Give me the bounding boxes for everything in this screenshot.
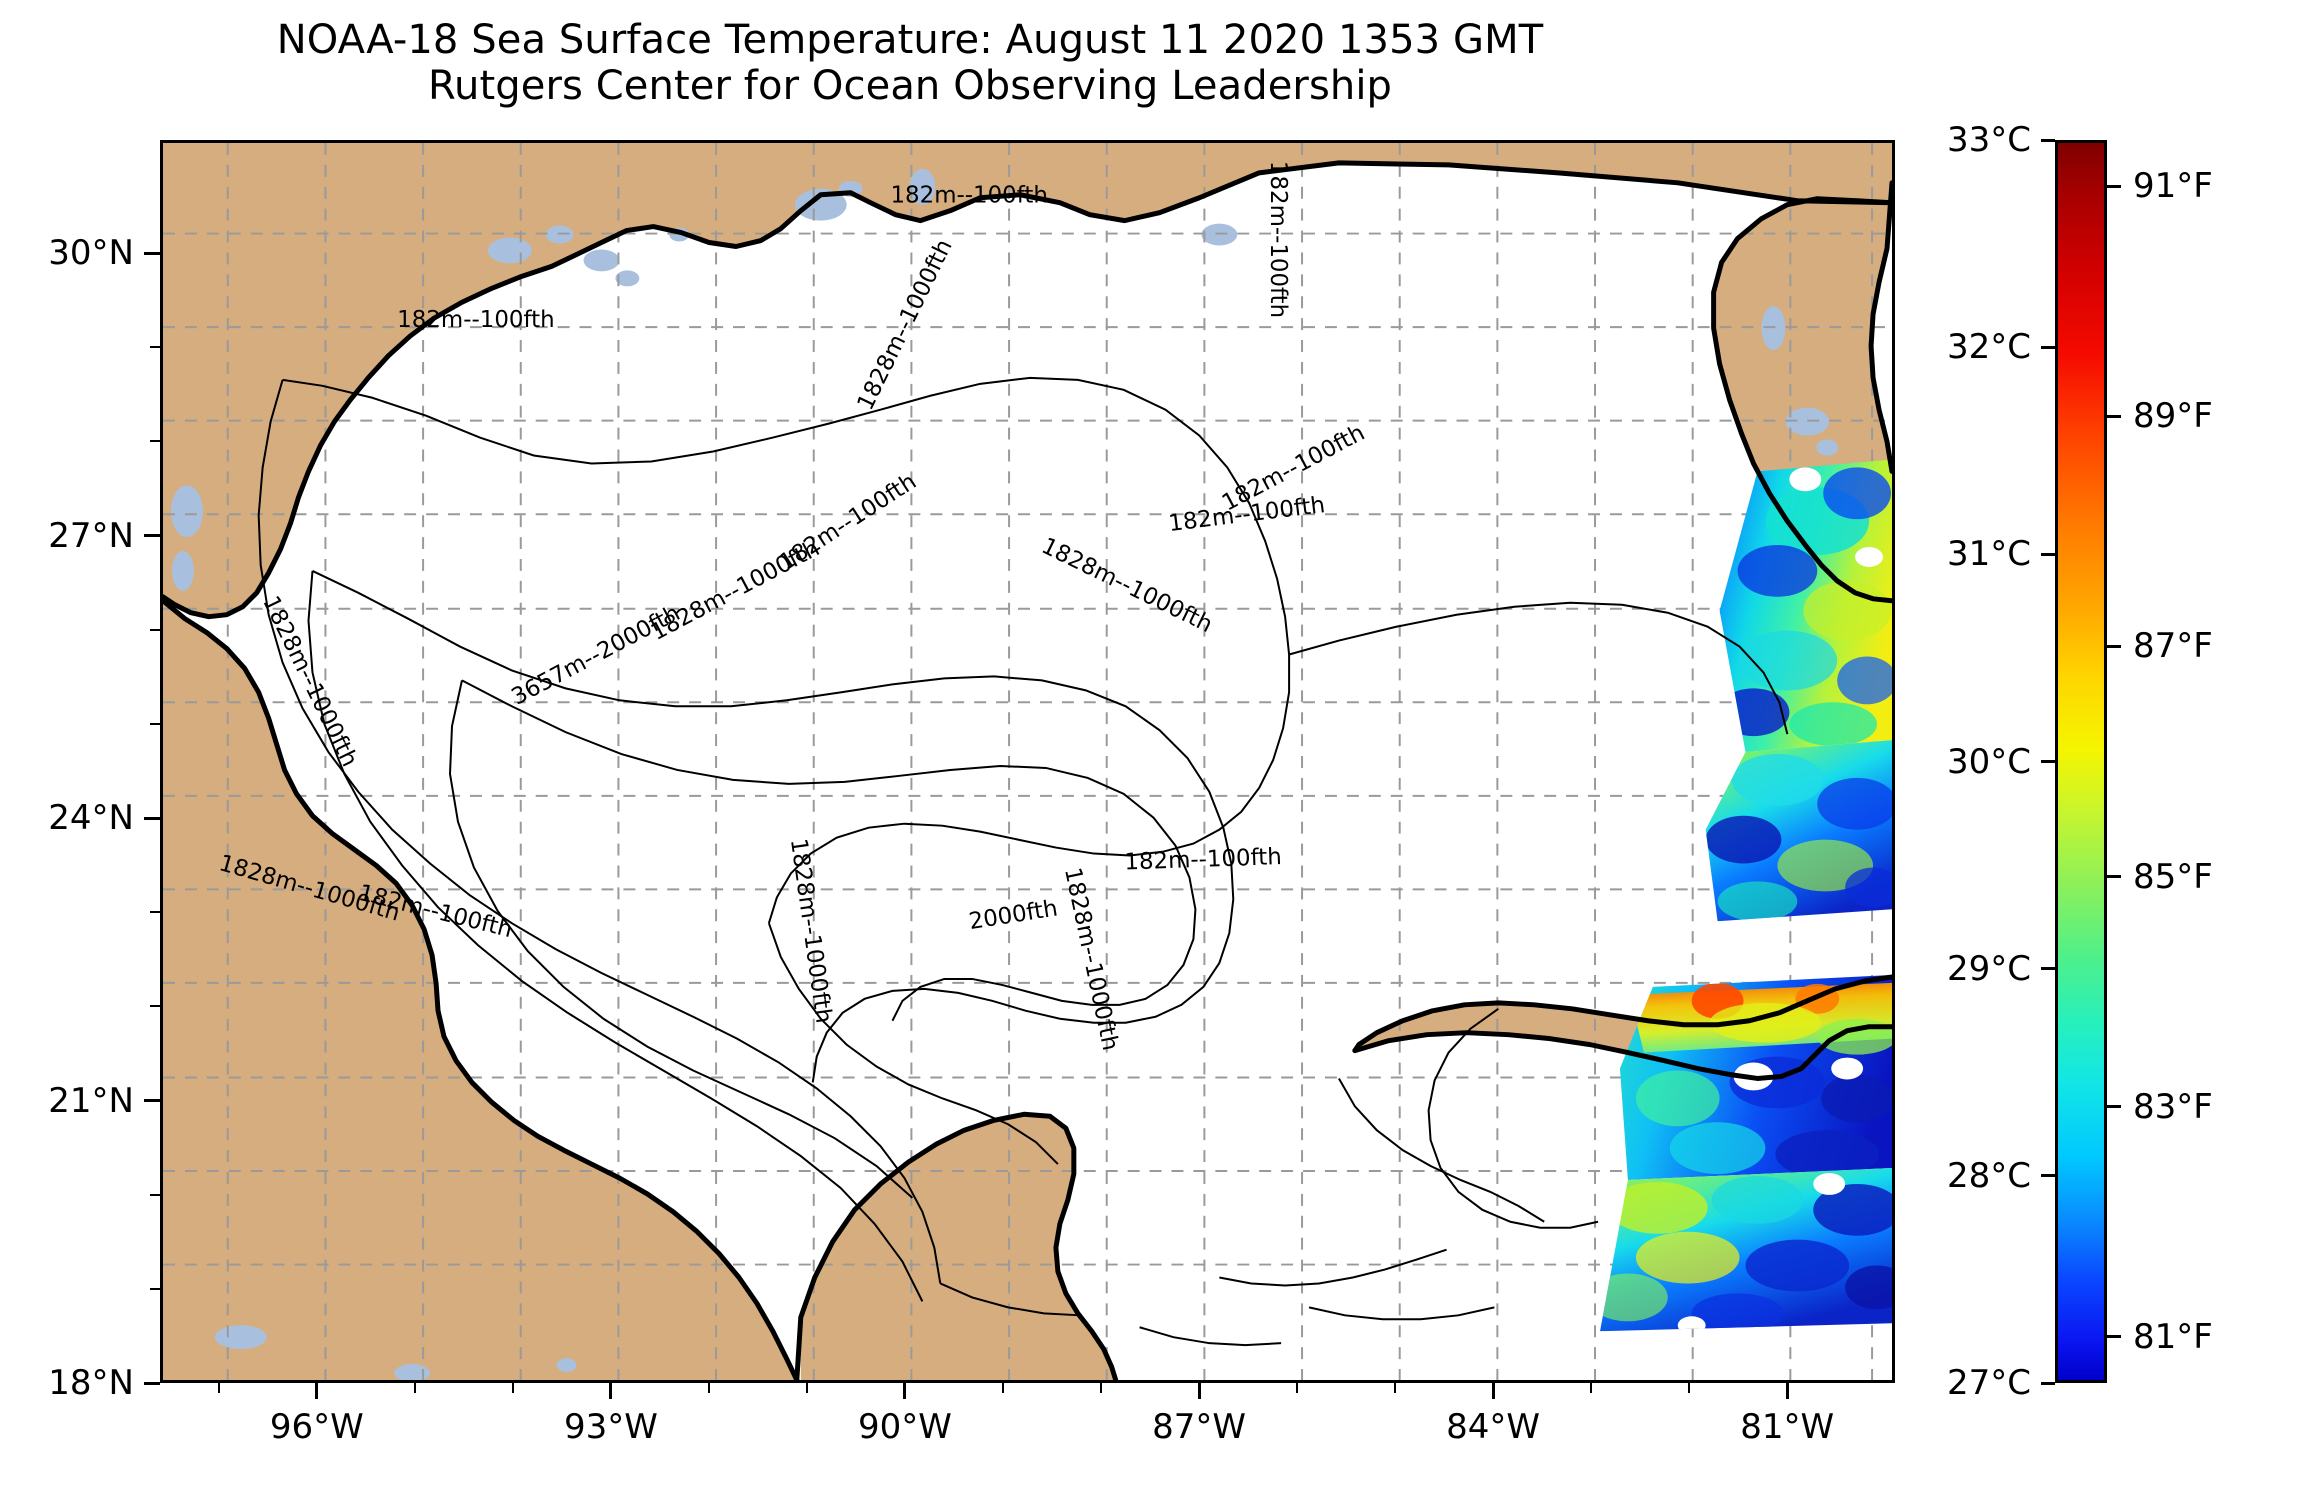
lat-tick-major	[144, 1099, 160, 1102]
contour-label-82m-florida: 182m--100fth	[1265, 161, 1291, 318]
colorbar-celsius-tick	[2041, 1174, 2055, 1178]
colorbar-fahrenheit-tick	[2107, 414, 2121, 418]
lon-tick-minor	[217, 1383, 220, 1393]
lat-tick-minor	[150, 628, 160, 631]
colorbar-fahrenheit-tick	[2107, 644, 2121, 648]
colorbar-fahrenheit-label: 81°F	[2133, 1316, 2213, 1357]
lon-tick-minor	[511, 1383, 514, 1393]
colorbar-celsius-tick	[2041, 1381, 2055, 1385]
lat-tick-minor	[150, 722, 160, 725]
colorbar-fahrenheit-tick	[2107, 1335, 2121, 1339]
colorbar-fahrenheit-label: 85°F	[2133, 856, 2213, 897]
contour-label-182m-cuba: 182m--100fth	[1124, 844, 1282, 875]
page-subtitle: Rutgers Center for Ocean Observing Leade…	[427, 62, 1393, 109]
lon-tick-major	[315, 1383, 319, 1399]
lat-tick-minor	[150, 1287, 160, 1290]
colorbar-fahrenheit-tick	[2107, 875, 2121, 879]
lat-tick-label: 27°N	[48, 515, 134, 556]
colorbar-fahrenheit-tick	[2107, 184, 2121, 188]
colorbar-celsius-label: 29°C	[1946, 948, 2031, 989]
lon-tick-major	[1197, 1383, 1201, 1399]
lat-tick-minor	[150, 911, 160, 914]
colorbar-celsius-label: 31°C	[1946, 534, 2031, 575]
colorbar-celsius-tick	[2041, 345, 2055, 349]
sst-swath-data	[1600, 459, 1892, 1332]
lon-tick-major	[1491, 1383, 1495, 1399]
lon-tick-minor	[1394, 1383, 1397, 1393]
map-gridlines	[163, 143, 1892, 1380]
landmass-mexico-coast	[163, 600, 797, 1380]
lat-tick-label: 24°N	[48, 798, 134, 838]
colorbar-fahrenheit-label: 91°F	[2133, 166, 2213, 207]
contour-label-182m-nw: 182m--100fth	[397, 307, 554, 333]
map-canvas: 182m--100fth 182m--100fth 1828m--1000fth…	[163, 143, 1892, 1380]
chart-title-block: NOAA-18 Sea Surface Temperature: August …	[0, 17, 1820, 109]
colorbar-celsius-tick	[2041, 967, 2055, 971]
lon-tick-minor	[707, 1383, 710, 1393]
lon-tick-minor	[413, 1383, 416, 1393]
colorbar-celsius-tick	[2041, 552, 2055, 556]
lat-tick-major	[144, 1381, 160, 1385]
lat-tick-label: 18°N	[48, 1363, 134, 1403]
lon-tick-label: 81°W	[1740, 1407, 1835, 1447]
lon-tick-major	[1785, 1383, 1789, 1399]
lon-tick-minor	[1001, 1383, 1004, 1393]
lat-tick-minor	[150, 440, 160, 443]
lat-tick-major	[144, 816, 160, 820]
colorbar-fahrenheit-tick	[2107, 1105, 2121, 1109]
colorbar-fahrenheit-label: 87°F	[2133, 626, 2213, 667]
colorbar-celsius-label: 32°C	[1946, 327, 2031, 368]
contour-label-182m-top: 182m--100fth	[890, 183, 1047, 209]
lon-tick-minor	[805, 1383, 808, 1393]
lon-tick-minor	[1590, 1383, 1593, 1393]
lat-tick-label: 21°N	[48, 1080, 134, 1121]
colorbar-celsius-label: 28°C	[1946, 1155, 2031, 1196]
page-title: NOAA-18 Sea Surface Temperature: August …	[276, 17, 1544, 63]
colorbar-celsius-label: 27°C	[1946, 1363, 2031, 1403]
lat-tick-minor	[150, 346, 160, 349]
inland-lakes	[170, 168, 1839, 1380]
map-graphics: 182m--100fth 182m--100fth 1828m--1000fth…	[163, 143, 1892, 1380]
landmass-yucatan	[800, 1114, 1116, 1380]
colorbar-fahrenheit-label: 83°F	[2133, 1086, 2213, 1127]
lon-tick-label: 90°W	[858, 1407, 952, 1447]
lat-tick-label: 30°N	[48, 233, 134, 273]
lon-tick-label: 87°W	[1152, 1407, 1246, 1447]
colorbar-celsius-tick	[2041, 760, 2055, 763]
sst-colorbar	[2055, 140, 2107, 1383]
lat-tick-major	[144, 251, 160, 255]
lat-tick-minor	[150, 1005, 160, 1008]
lat-tick-major	[144, 534, 160, 537]
colorbar-fahrenheit-label: 89°F	[2133, 396, 2213, 437]
lon-tick-minor	[1296, 1383, 1299, 1393]
lon-tick-minor	[1688, 1383, 1691, 1393]
sst-map-axes: 182m--100fth 182m--100fth 1828m--1000fth…	[160, 140, 1895, 1383]
lon-tick-major	[903, 1383, 907, 1399]
lon-tick-major	[609, 1383, 613, 1399]
colorbar-celsius-label: 30°C	[1946, 741, 2031, 782]
colorbar-celsius-label: 33°C	[1946, 120, 2031, 160]
lon-tick-minor	[1100, 1383, 1103, 1393]
colorbar-celsius-tick	[2041, 138, 2055, 142]
lon-tick-label: 96°W	[269, 1407, 364, 1447]
bathymetry-contours	[257, 376, 1789, 1347]
lon-tick-label: 93°W	[563, 1407, 658, 1447]
lon-tick-label: 84°W	[1446, 1407, 1541, 1447]
lat-tick-minor	[150, 1193, 160, 1196]
colorbar-gradient	[2058, 143, 2104, 1380]
landmass-north-america	[163, 143, 1892, 617]
